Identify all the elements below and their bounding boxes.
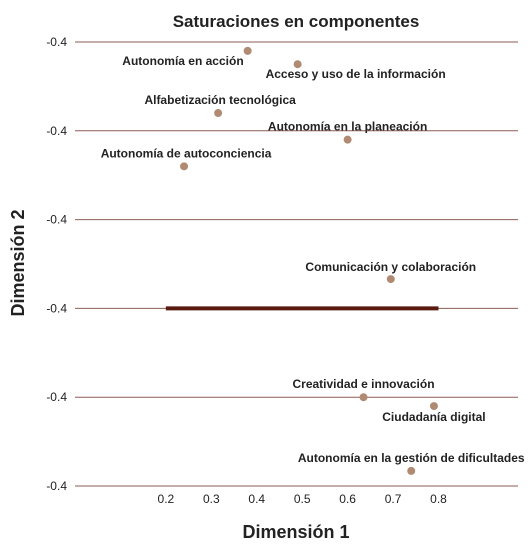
y-tick-labels: -0.4 -0.4 -0.4 -0.4 -0.4 -0.4 [46,35,67,493]
data-point [180,162,189,171]
x-tick-label: 0.6 [339,492,356,506]
point-label: Creatividad e innovación [292,377,434,391]
data-point [293,60,302,69]
y-tick-label: -0.4 [46,213,67,227]
x-tick-label: 0.4 [248,492,265,506]
y-tick-label: -0.4 [46,479,67,493]
x-axis-label: Dimensión 1 [242,522,349,542]
data-point [359,393,368,402]
point-labels: Autonomía en acción Acceso y uso de la in… [101,54,525,465]
data-point [243,46,252,55]
data-point [214,109,223,118]
y-tick-label: -0.4 [46,301,67,315]
x-tick-label: 0.5 [294,492,311,506]
point-label: Ciudadanía digital [382,410,485,424]
point-label: Comunicación y colaboración [305,260,476,274]
gridlines [75,41,518,487]
data-point [386,275,395,284]
point-label: Autonomía en la gestión de dificultades [298,451,525,465]
x-tick-label: 0.2 [158,492,175,506]
data-point [407,466,416,475]
chart-title: Saturaciones en componentes [173,12,420,31]
point-label: Autonomía en la planeación [268,120,427,134]
x-tick-labels: 0.2 0.3 0.4 0.5 0.6 0.7 0.8 [158,492,448,506]
data-points [180,46,438,475]
x-tick-label: 0.7 [385,492,402,506]
point-label: Acceso y uso de la información [266,67,446,81]
y-tick-label: -0.4 [46,390,67,404]
y-tick-label: -0.4 [46,35,67,49]
data-point [343,135,352,144]
y-axis-label: Dimensión 2 [8,209,28,316]
data-point [429,402,438,411]
point-label: Autonomía de autoconciencia [101,146,272,160]
point-label: Autonomía en acción [122,54,243,68]
x-tick-label: 0.3 [203,492,220,506]
point-label: Alfabetización tecnológica [144,93,296,107]
y-tick-label: -0.4 [46,124,67,138]
x-tick-label: 0.8 [430,492,447,506]
